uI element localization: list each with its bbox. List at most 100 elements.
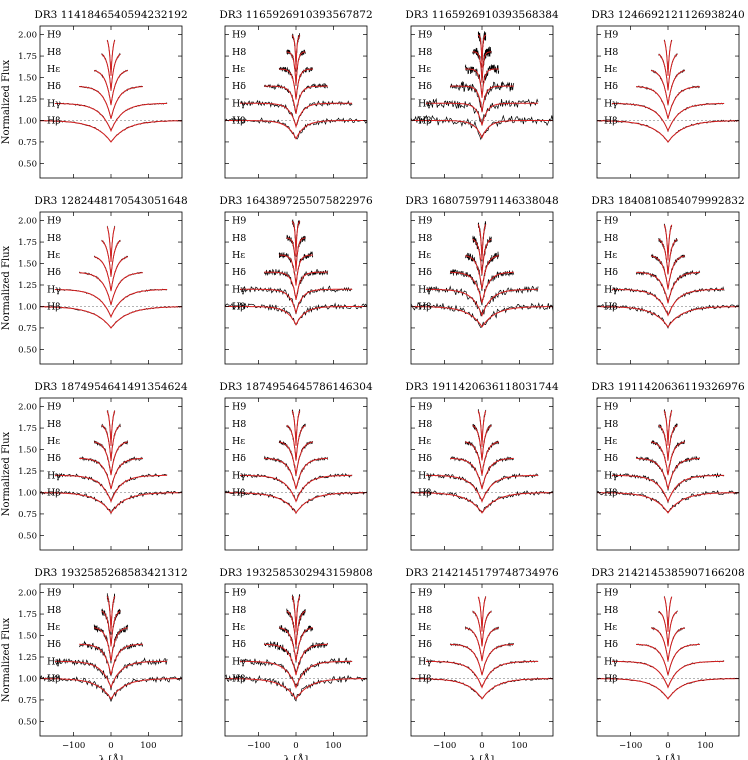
model-spectrum-Hγ: [611, 474, 725, 503]
model-spectrum-Hε: [651, 69, 685, 106]
line-label: H8: [418, 47, 432, 58]
model-spectrum-H8: [101, 53, 121, 91]
model-spectrum-Hδ: [264, 271, 328, 300]
line-label: Hβ: [47, 673, 61, 684]
x-tick-label: 100: [140, 741, 156, 751]
y-tick-label: 1.75: [18, 238, 37, 248]
line-label: Hγ: [47, 284, 61, 295]
model-spectrum-Hδ: [450, 271, 514, 304]
model-spectrum-Hε: [94, 627, 128, 662]
line-label: Hβ: [418, 673, 432, 684]
observed-spectrum-H8: [286, 423, 306, 461]
line-label: Hδ: [232, 453, 246, 464]
x-tick-label: 100: [697, 741, 713, 751]
x-axis-label: λ [Å]: [656, 754, 681, 760]
model-spectrum-H9: [663, 410, 673, 446]
panel-title: DR3 1932585268583421312: [34, 567, 187, 579]
panel-7: DR3 1680759791146338048 H9 H8 Hε Hδ Hγ Hβ: [405, 195, 559, 365]
model-spectrum-H9: [106, 410, 116, 446]
model-spectrum-Hβ: [225, 306, 367, 326]
line-label: Hβ: [47, 301, 61, 312]
model-spectrum-H8: [101, 610, 121, 647]
x-axis-label: λ [Å]: [284, 754, 309, 760]
line-label: H9: [604, 216, 618, 227]
line-label: Hδ: [604, 453, 618, 464]
line-label: H9: [232, 588, 246, 599]
observed-spectrum-Hδ: [449, 269, 515, 306]
model-spectrum-Hγ: [239, 474, 353, 503]
x-tick-label: 0: [293, 741, 298, 751]
y-tick-label: 1.50: [18, 260, 37, 270]
observed-spectrum-Hβ: [224, 117, 368, 140]
line-label: H8: [604, 419, 618, 430]
panel-1: DR3 1141846540594232192 H9 H8 Hε Hδ Hγ Hβ 0.50 0…: [1, 9, 188, 179]
y-tick-label: 0.75: [18, 696, 37, 706]
model-spectrum-Hβ: [225, 678, 367, 700]
panel-6: DR3 1643897255075822976 H9 H8 Hε Hδ Hγ Hβ: [219, 195, 373, 365]
model-spectrum-Hδ: [450, 457, 514, 490]
line-label: Hδ: [232, 81, 246, 92]
model-spectrum-H8: [286, 425, 306, 461]
model-spectrum-Hβ: [40, 678, 182, 700]
line-label: H9: [604, 588, 618, 599]
line-label: Hγ: [47, 656, 61, 667]
model-spectrum-Hβ: [411, 492, 553, 514]
model-spectrum-H9: [291, 221, 301, 256]
model-spectrum-H9: [477, 596, 487, 632]
panel-title: DR3 1911420636118031744: [405, 381, 559, 393]
panel-16: DR3 2142145385907166208 H9 H8 Hε Hδ Hγ Hβ −100 0…: [591, 567, 744, 760]
panel-title: DR3 1246692121126938240: [591, 9, 744, 21]
y-tick-label: 1.00: [18, 116, 37, 126]
model-spectrum-H9: [291, 596, 301, 632]
model-spectrum-H9: [291, 35, 301, 70]
model-spectrum-Hβ: [40, 492, 182, 514]
model-spectrum-Hδ: [79, 272, 143, 305]
model-spectrum-Hε: [94, 256, 128, 292]
model-spectrum-Hδ: [79, 643, 143, 676]
line-label: Hβ: [232, 301, 246, 312]
x-tick-label: −100: [433, 741, 456, 751]
panel-4: DR3 1246692121126938240 H9 H8 Hε Hδ Hγ Hβ: [591, 9, 745, 179]
panel-14: DR3 1932585302943159808 H9 H8 Hε Hδ Hγ Hβ −100 0…: [219, 567, 372, 760]
line-label: Hβ: [232, 115, 246, 126]
panel-11: DR3 1911420636118031744 H9 H8 Hε Hδ Hγ Hβ: [405, 381, 559, 551]
model-spectrum-Hβ: [597, 678, 739, 700]
panel-5: DR3 1282448170543051648 H9 H8 Hε Hδ Hγ Hβ 0.50 0…: [1, 195, 188, 365]
y-tick-label: 1.00: [18, 674, 37, 684]
y-tick-label: 1.75: [18, 610, 37, 620]
line-label: H8: [604, 233, 618, 244]
line-label: Hε: [47, 436, 60, 447]
line-label: H9: [604, 402, 618, 413]
x-tick-label: 0: [665, 741, 670, 751]
model-spectrum-H8: [658, 425, 678, 461]
model-spectrum-H8: [472, 611, 492, 647]
line-label: Hβ: [47, 115, 61, 126]
panel-2: DR3 1165926910393567872 H9 H8 Hε Hδ Hγ Hβ: [219, 9, 373, 179]
model-spectrum-Hβ: [411, 306, 553, 328]
y-tick-label: 1.50: [18, 74, 37, 84]
model-spectrum-Hγ: [611, 103, 725, 133]
line-label: Hγ: [604, 470, 618, 481]
line-label: H8: [232, 605, 246, 616]
line-label: Hβ: [418, 115, 432, 126]
line-label: Hγ: [604, 656, 618, 667]
observed-spectrum-Hδ: [635, 455, 700, 491]
y-tick-label: 0.75: [18, 510, 37, 520]
y-tick-label: 1.25: [18, 467, 37, 477]
observed-spectrum-Hγ: [425, 97, 539, 126]
model-spectrum-Hε: [465, 441, 499, 476]
line-label: H8: [418, 419, 432, 430]
x-tick-label: 0: [108, 741, 113, 751]
panel-title: DR3 1165926910393568384: [405, 9, 559, 21]
model-spectrum-Hβ: [411, 120, 553, 139]
model-spectrum-Hε: [279, 254, 313, 286]
line-label: Hε: [418, 250, 431, 261]
panel-title: DR3 2142145385907166208: [591, 567, 744, 579]
line-label: Hδ: [418, 639, 432, 650]
model-spectrum-Hγ: [611, 660, 725, 689]
line-label: Hε: [232, 436, 245, 447]
model-spectrum-Hβ: [597, 306, 739, 328]
model-spectrum-Hδ: [636, 271, 700, 304]
model-spectrum-Hβ: [597, 120, 739, 143]
observed-spectrum-Hβ: [596, 489, 740, 512]
